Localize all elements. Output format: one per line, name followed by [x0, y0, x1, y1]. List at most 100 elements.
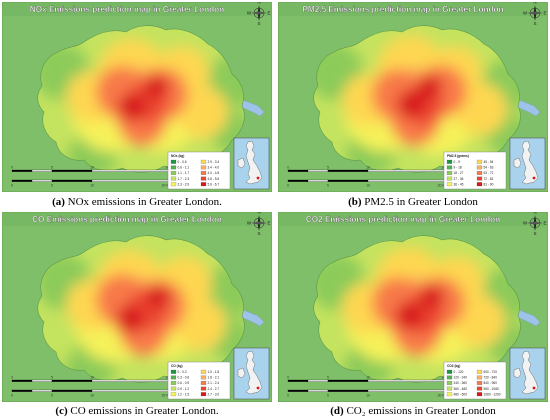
legend-label: 2.4 - 2.7	[208, 387, 220, 391]
legend-swatch	[170, 369, 177, 374]
legend-swatch	[200, 386, 207, 391]
compass-letter: W	[247, 11, 252, 16]
legend-swatch	[476, 171, 483, 175]
legend-label: 45 - 54	[484, 160, 494, 164]
region-outline	[37, 235, 245, 383]
scale-segment-km	[327, 389, 369, 392]
legend-swatch	[200, 176, 207, 181]
heat-blob	[116, 305, 144, 333]
compass-icon: N E SW	[523, 212, 547, 236]
legend-swatch	[170, 386, 177, 391]
panel-c: CO Emissions prediction map in Greater L…	[2, 212, 272, 417]
map-svg: NOx Emissions prediction map in Greater …	[2, 2, 272, 192]
compass-letter: S	[257, 231, 260, 236]
scale-label: 10	[90, 376, 94, 380]
legend-swatch	[200, 392, 207, 397]
heat-blobs	[313, 35, 521, 173]
uk-outline	[245, 350, 263, 395]
region-outline	[313, 235, 521, 383]
compass-letter: S	[533, 231, 536, 236]
ireland-outline	[237, 367, 246, 379]
legend-box	[443, 361, 507, 400]
legend-swatch	[476, 381, 483, 385]
legend-label: 1.2 - 1.5	[178, 392, 190, 396]
caption-text: CO₂ emissions in Greater London	[343, 405, 496, 417]
scale-label-km: 0	[11, 394, 13, 398]
map-svg: CO Emissions prediction map in Greater L…	[2, 212, 272, 402]
legend-swatch	[446, 176, 453, 181]
compass-icon: N E SW	[523, 2, 547, 26]
scale-label-km: 5	[51, 184, 53, 188]
legend-label: 9 - 18	[454, 166, 462, 170]
map-title: CO Emissions prediction map in Greater L…	[32, 215, 222, 224]
legend-label: 0.6 - 1.1	[178, 166, 190, 170]
legend-label: 1080 - 1200	[484, 392, 501, 396]
legend-label: 480 - 600	[454, 392, 468, 396]
legend-swatch	[170, 375, 177, 380]
legend-swatch	[200, 171, 207, 175]
heat-blob	[147, 285, 171, 309]
legend-label: 360 - 480	[454, 387, 468, 391]
legend-label: 4.0 - 4.8	[208, 171, 220, 175]
legend-label: 1.8 - 2.1	[208, 376, 220, 380]
scale-segment	[31, 169, 53, 172]
legend-label: 5.6 - 6.7	[208, 182, 220, 186]
heat-blob	[118, 93, 146, 121]
london-marker	[532, 176, 536, 180]
caption-a: (a) NOx emissions in Greater London.	[2, 196, 272, 208]
legend-title: PM2.5 (grams)	[447, 154, 469, 158]
legend-box	[167, 361, 231, 400]
caption-label: (a)	[52, 196, 65, 208]
london-marker	[256, 176, 260, 180]
uk-inset	[509, 137, 546, 190]
compass-icon: N E SW	[247, 2, 271, 26]
legend-swatch	[476, 369, 483, 374]
scale-label-km: 5	[51, 394, 53, 398]
title-band	[2, 212, 272, 226]
legend-title: CO (kg)	[171, 364, 183, 368]
compass-letter: N	[257, 212, 260, 215]
scale-label-km: 0	[287, 394, 289, 398]
legend-swatch	[476, 159, 483, 164]
legend-label: 0 - 0.6	[178, 160, 187, 164]
scale-segment-km	[31, 389, 53, 392]
scale-segment	[307, 169, 329, 172]
scale-label-km: 10	[90, 184, 94, 188]
scale-label: 10	[366, 376, 370, 380]
legend-label: 2.9 - 3.4	[208, 160, 220, 164]
legend: NOx (kg) 0 - 0.6 0.6 - 1.11.1 - 1.7 1.7 - 2…	[167, 151, 231, 190]
map-b: PM2.5 Emissions prediction map in Greate…	[278, 2, 548, 192]
scale-segment	[307, 379, 329, 382]
scale-segment-km	[327, 179, 369, 182]
legend-swatch	[446, 159, 453, 164]
heat-blob	[174, 298, 226, 350]
legend-label: 27 - 36	[454, 177, 464, 181]
ireland-outline	[513, 367, 522, 379]
legend-swatch	[446, 375, 453, 380]
region-outline	[313, 25, 521, 173]
caption-d: (d) CO₂ emissions in Greater London	[278, 405, 548, 417]
ireland-outline	[513, 157, 522, 169]
map-a: NOx Emissions prediction map in Greater …	[2, 2, 272, 192]
legend-title: CO2 (kg)	[447, 364, 460, 368]
legend-label: 63 - 72	[484, 171, 494, 175]
legend-label: 0 - 0.3	[178, 370, 187, 374]
scale-segment-km	[51, 389, 93, 392]
scale-label-km: 10	[366, 184, 370, 188]
compass-letter: W	[247, 221, 252, 226]
legend-swatch	[170, 381, 177, 385]
compass-letter: W	[523, 11, 528, 16]
legend-swatch	[170, 165, 177, 170]
map-title: CO2 Emissions prediction map in Greater …	[306, 215, 500, 224]
legend-swatch	[170, 171, 177, 175]
scale-segment-km	[91, 179, 173, 182]
uk-outline	[521, 350, 539, 395]
caption-text: PM2.5 in Greater London	[361, 196, 478, 208]
legend-swatch	[170, 392, 177, 397]
caption-label: (d)	[330, 405, 344, 417]
legend-swatch	[476, 386, 483, 391]
legend-box	[443, 151, 507, 190]
scale-label: 0	[11, 166, 13, 170]
